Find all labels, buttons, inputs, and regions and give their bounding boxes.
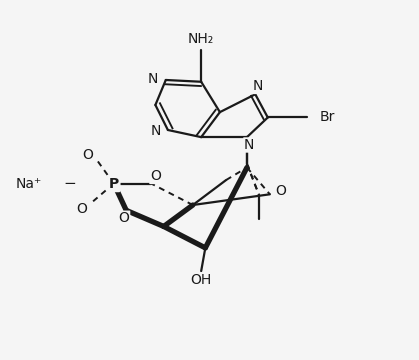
Text: O: O — [150, 170, 161, 184]
Text: OH: OH — [191, 273, 212, 287]
Text: NH₂: NH₂ — [188, 32, 214, 46]
Text: O: O — [76, 202, 87, 216]
Text: O: O — [275, 184, 286, 198]
Text: N: N — [150, 124, 160, 138]
Text: O: O — [83, 148, 93, 162]
Text: N: N — [252, 80, 263, 93]
Text: Br: Br — [320, 111, 335, 125]
Text: O: O — [119, 211, 129, 225]
Text: N: N — [148, 72, 158, 86]
Text: N: N — [244, 138, 254, 152]
Text: P: P — [109, 176, 119, 190]
Text: Na⁺: Na⁺ — [16, 176, 41, 190]
Text: −: − — [64, 176, 76, 191]
